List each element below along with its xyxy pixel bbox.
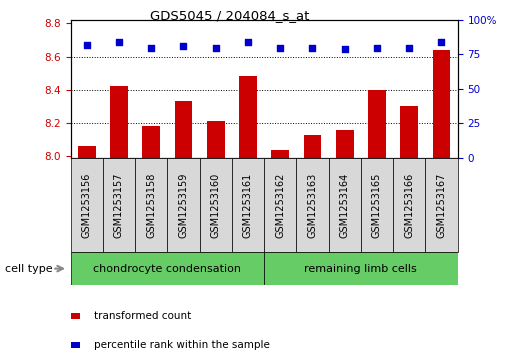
Text: GSM1253161: GSM1253161 — [243, 172, 253, 238]
Bar — [368, 90, 386, 158]
Bar — [304, 135, 321, 158]
Point — [211, 45, 220, 50]
Text: GSM1253167: GSM1253167 — [437, 172, 447, 238]
Point — [405, 45, 413, 50]
FancyBboxPatch shape — [200, 158, 232, 252]
Bar — [71, 313, 80, 319]
Text: chondrocyte condensation: chondrocyte condensation — [94, 264, 241, 274]
FancyBboxPatch shape — [297, 158, 328, 252]
Text: GSM1253165: GSM1253165 — [372, 172, 382, 238]
Point — [244, 39, 252, 45]
FancyBboxPatch shape — [264, 158, 297, 252]
Bar — [71, 342, 80, 348]
Text: GSM1253156: GSM1253156 — [82, 172, 92, 238]
Bar — [207, 121, 224, 158]
Point — [276, 45, 285, 50]
Text: remaining limb cells: remaining limb cells — [304, 264, 417, 274]
FancyBboxPatch shape — [328, 158, 361, 252]
FancyBboxPatch shape — [71, 252, 264, 285]
FancyBboxPatch shape — [135, 158, 167, 252]
Point — [147, 45, 155, 50]
FancyBboxPatch shape — [167, 158, 200, 252]
Bar — [239, 77, 257, 158]
FancyBboxPatch shape — [393, 158, 425, 252]
Bar — [336, 130, 354, 158]
Text: GSM1253160: GSM1253160 — [211, 172, 221, 238]
Text: transformed count: transformed count — [94, 311, 191, 321]
FancyBboxPatch shape — [71, 158, 103, 252]
Bar — [78, 146, 96, 158]
Text: GSM1253159: GSM1253159 — [178, 172, 188, 238]
Text: GSM1253162: GSM1253162 — [275, 172, 285, 238]
FancyBboxPatch shape — [425, 158, 458, 252]
Point — [340, 46, 349, 52]
Text: GSM1253158: GSM1253158 — [146, 172, 156, 238]
Point — [115, 39, 123, 45]
Point — [437, 39, 446, 45]
Bar — [110, 86, 128, 158]
FancyBboxPatch shape — [103, 158, 135, 252]
Text: GSM1253164: GSM1253164 — [340, 172, 350, 238]
Bar — [142, 126, 160, 158]
Text: percentile rank within the sample: percentile rank within the sample — [94, 340, 270, 350]
Bar — [401, 106, 418, 158]
Bar — [271, 150, 289, 158]
Bar — [433, 50, 450, 158]
FancyBboxPatch shape — [361, 158, 393, 252]
Text: GSM1253157: GSM1253157 — [114, 172, 124, 238]
Point — [309, 45, 317, 50]
Text: GSM1253166: GSM1253166 — [404, 172, 414, 238]
Bar — [175, 101, 192, 158]
FancyBboxPatch shape — [264, 252, 458, 285]
Text: GSM1253163: GSM1253163 — [308, 172, 317, 238]
Text: GDS5045 / 204084_s_at: GDS5045 / 204084_s_at — [151, 9, 310, 22]
FancyBboxPatch shape — [232, 158, 264, 252]
Point — [373, 45, 381, 50]
Text: cell type: cell type — [5, 264, 53, 274]
Point — [179, 43, 188, 49]
Point — [83, 42, 91, 48]
